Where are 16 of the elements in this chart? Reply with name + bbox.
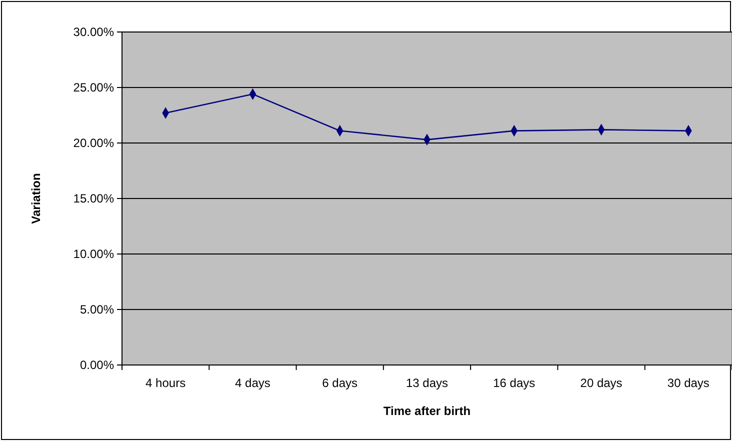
x-tick-label: 6 days (322, 376, 358, 390)
x-axis-title: Time after birth (383, 404, 471, 418)
x-tick-label: 30 days (667, 376, 710, 390)
x-tick-label: 16 days (493, 376, 536, 390)
y-tick-label: 20.00% (73, 136, 114, 150)
y-tick-label: 25.00% (73, 80, 114, 95)
x-tick-label: 4 hours (146, 376, 186, 390)
x-tick-label: 20 days (580, 376, 622, 390)
y-axis-title: Variation (29, 173, 43, 224)
y-tick-label: 30.00% (73, 25, 114, 40)
x-tick-label: 13 days (406, 376, 448, 390)
y-tick-label: 15.00% (73, 192, 114, 206)
x-tick-label: 4 days (235, 376, 270, 390)
y-tick-label: 0.00% (80, 358, 114, 372)
y-tick-label: 5.00% (80, 302, 114, 317)
y-tick-label: 10.00% (73, 247, 114, 262)
